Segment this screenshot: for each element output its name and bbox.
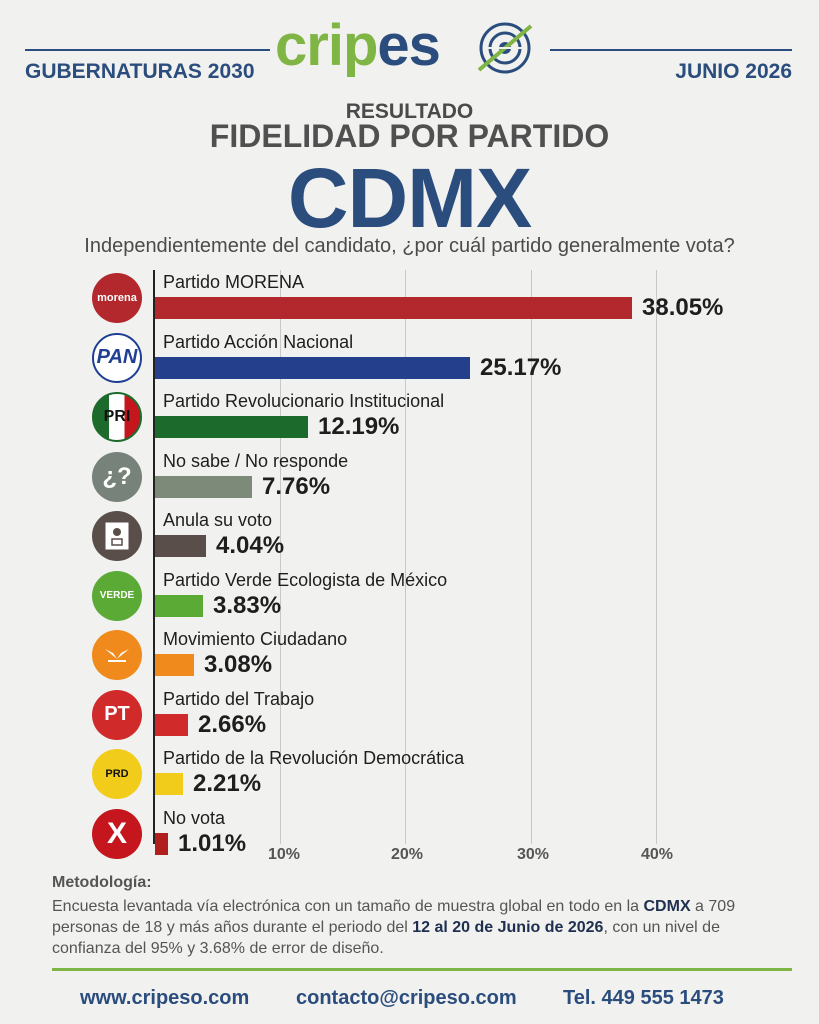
value-label: 2.21% [193, 770, 262, 797]
gridline-30 [531, 270, 532, 844]
morena-logo-icon: morena [92, 273, 142, 323]
logo-text: morena [97, 292, 137, 304]
value-label: 2.66% [198, 710, 267, 738]
bar [155, 475, 252, 498]
title-region: CDMX [287, 151, 532, 245]
value-label: 7.76% [262, 472, 331, 500]
bar [155, 832, 168, 855]
header-rule-left [25, 49, 270, 51]
category-label: Partido del Trabajo [163, 688, 315, 709]
bar [155, 713, 188, 736]
footer-divider [52, 968, 792, 971]
question-logo-icon: ¿? [92, 451, 142, 502]
logo-text: X [106, 816, 127, 850]
methodology-part: Encuesta levantada vía electrónica con u… [52, 898, 644, 915]
methodology-heading: Metodología: [52, 874, 152, 891]
value-label: 3.83% [213, 591, 282, 619]
bar [155, 594, 203, 617]
logo-text: ¿? [102, 462, 132, 490]
bar [155, 773, 183, 795]
methodology-period: 12 al 20 de Junio de 2026 [412, 919, 604, 936]
bar [155, 297, 632, 319]
value-label: 38.05% [642, 294, 724, 321]
value-label: 12.19% [318, 413, 400, 440]
category-label: No sabe / No responde [163, 450, 349, 471]
pt-logo-icon: PT [92, 689, 142, 740]
methodology-part: a 709 personas de 18 y más años durante … [52, 898, 736, 936]
logo-text: VERDE [99, 590, 135, 601]
logo-text: PAN [96, 346, 138, 368]
category-label: Partido Verde Ecologista de México [163, 569, 448, 590]
prd-logo-icon: PRD [92, 749, 142, 799]
target-icon [477, 22, 533, 74]
website-link[interactable]: www.cripeso.com [80, 987, 250, 1009]
value-label: 25.17% [480, 353, 562, 381]
value-label: 3.08% [204, 651, 273, 678]
methodology-region: CDMX [643, 898, 691, 915]
email-link[interactable]: contacto@cripeso.com [296, 987, 517, 1009]
x-tick-label: 10% [268, 846, 301, 863]
logo-text: PRI [103, 408, 131, 425]
title-result: RESULTADO [345, 100, 474, 123]
value-label: 1.01% [178, 829, 247, 857]
header-rule-right [550, 49, 792, 51]
category-label: Partido Acción Nacional [163, 331, 354, 352]
value-label: 4.04% [216, 532, 285, 559]
x-tick-label: 30% [517, 846, 550, 863]
category-label: No vota [163, 807, 226, 828]
brand-logo-part1: crip [275, 13, 378, 78]
gridline-10 [280, 270, 281, 844]
verde-logo-icon: VERDE [92, 570, 142, 621]
category-label: Partido Revolucionario Institucional [163, 391, 445, 411]
methodology-text: Encuesta levantada vía electrónica con u… [52, 896, 782, 959]
pan-logo-icon: PAN [92, 332, 142, 383]
y-axis-line [153, 270, 155, 844]
header-date: JUNIO 2026 [675, 60, 792, 83]
x-logo-icon: X [92, 808, 142, 859]
logo-text: PRD [105, 768, 129, 780]
bar [155, 654, 194, 676]
logo-text: PT [104, 703, 130, 725]
survey-question: Independientemente del candidato, ¿por c… [84, 235, 735, 257]
title-fidelity: FIDELIDAD POR PARTIDO [209, 118, 610, 154]
x-tick-label: 20% [391, 846, 424, 863]
brand-logo: cripes [275, 12, 540, 80]
ballot-logo-icon [92, 511, 142, 561]
bar [155, 416, 308, 438]
category-label: Movimiento Ciudadano [163, 629, 348, 649]
brand-logo-part2: es [377, 13, 441, 78]
gridline-40 [656, 270, 657, 844]
pri-logo-icon: PRI [92, 392, 142, 442]
gridline-20 [405, 270, 406, 844]
phone-number[interactable]: Tel. 449 555 1473 [563, 987, 724, 1009]
header-election: GUBERNATURAS 2030 [25, 60, 255, 83]
bar [155, 535, 206, 557]
category-label: Partido MORENA [163, 272, 305, 292]
mc-logo-icon [92, 630, 142, 680]
category-label: Partido de la Revolución Democrática [163, 748, 465, 768]
bar [155, 356, 470, 379]
x-tick-label: 40% [641, 846, 674, 863]
category-label: Anula su voto [163, 510, 273, 530]
methodology-part: , con un nivel de confianza del 95% y 3.… [52, 919, 720, 957]
